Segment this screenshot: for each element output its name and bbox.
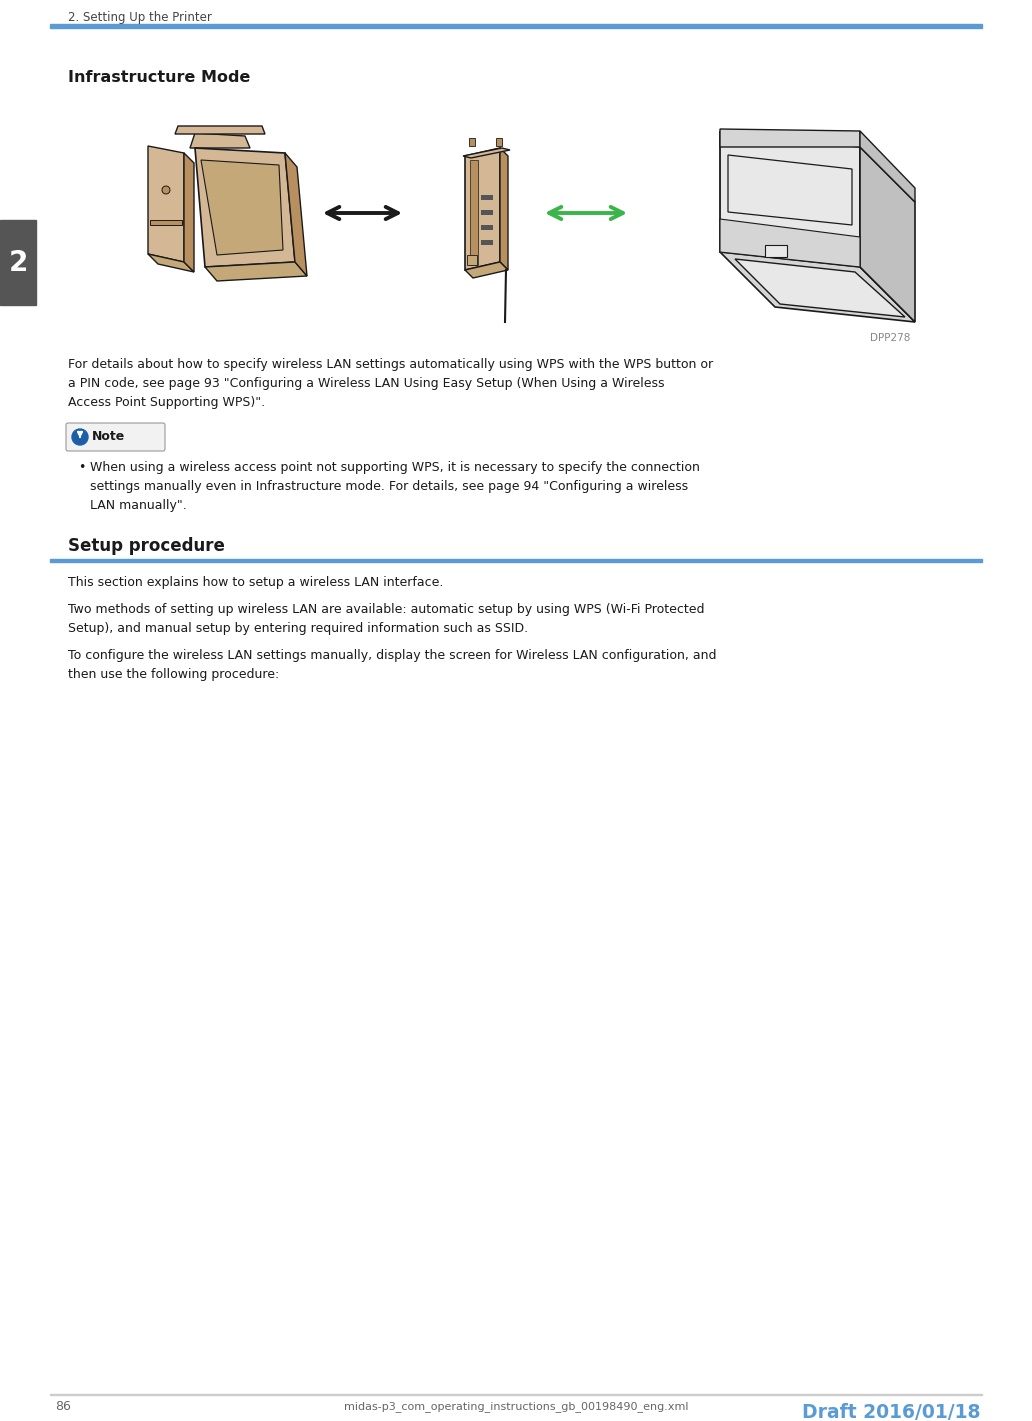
Polygon shape xyxy=(285,153,307,276)
Polygon shape xyxy=(728,155,852,225)
Polygon shape xyxy=(465,148,499,270)
FancyBboxPatch shape xyxy=(66,423,165,450)
Text: settings manually even in Infrastructure mode. For details, see page 94 "Configu: settings manually even in Infrastructure… xyxy=(90,480,688,493)
Polygon shape xyxy=(205,261,307,281)
Polygon shape xyxy=(175,126,265,134)
Polygon shape xyxy=(195,148,295,267)
Text: a PIN code, see page 93 "Configuring a Wireless LAN Using Easy Setup (When Using: a PIN code, see page 93 "Configuring a W… xyxy=(68,377,665,389)
Bar xyxy=(469,138,475,146)
Polygon shape xyxy=(720,129,860,146)
Bar xyxy=(765,244,787,257)
Polygon shape xyxy=(148,254,194,271)
Bar xyxy=(481,240,493,244)
Bar xyxy=(50,558,982,561)
Text: When using a wireless access point not supporting WPS, it is necessary to specif: When using a wireless access point not s… xyxy=(90,460,700,475)
Bar xyxy=(496,138,502,146)
Text: Setup), and manual setup by entering required information such as SSID.: Setup), and manual setup by entering req… xyxy=(68,622,528,635)
Polygon shape xyxy=(463,148,510,158)
Polygon shape xyxy=(190,134,250,148)
Text: To configure the wireless LAN settings manually, display the screen for Wireless: To configure the wireless LAN settings m… xyxy=(68,649,716,662)
Polygon shape xyxy=(148,146,184,261)
Text: 86: 86 xyxy=(55,1401,71,1414)
Polygon shape xyxy=(465,261,508,279)
Text: then use the following procedure:: then use the following procedure: xyxy=(68,668,280,681)
Polygon shape xyxy=(860,146,915,323)
Bar xyxy=(0,220,36,306)
Polygon shape xyxy=(184,153,194,271)
Text: This section explains how to setup a wireless LAN interface.: This section explains how to setup a wir… xyxy=(68,576,444,588)
Text: Two methods of setting up wireless LAN are available: automatic setup by using W: Two methods of setting up wireless LAN a… xyxy=(68,603,705,615)
Polygon shape xyxy=(720,132,860,267)
Text: 2: 2 xyxy=(8,249,28,277)
Circle shape xyxy=(72,429,88,445)
Polygon shape xyxy=(720,252,915,323)
Text: Note: Note xyxy=(92,431,125,443)
Bar xyxy=(481,225,493,230)
Circle shape xyxy=(162,186,170,195)
Text: •: • xyxy=(78,460,86,475)
Bar xyxy=(150,220,182,225)
Text: For details about how to specify wireless LAN settings automatically using WPS w: For details about how to specify wireles… xyxy=(68,358,713,371)
Bar xyxy=(481,210,493,215)
Text: midas-p3_com_operating_instructions_gb_00198490_eng.xml: midas-p3_com_operating_instructions_gb_0… xyxy=(344,1401,688,1412)
Text: DPP278: DPP278 xyxy=(870,333,910,342)
Text: Infrastructure Mode: Infrastructure Mode xyxy=(68,71,251,85)
Polygon shape xyxy=(499,148,508,270)
Polygon shape xyxy=(860,131,915,202)
Text: LAN manually".: LAN manually". xyxy=(90,499,187,512)
Polygon shape xyxy=(735,259,905,317)
Bar xyxy=(50,24,982,28)
Text: Draft 2016/01/18: Draft 2016/01/18 xyxy=(802,1404,980,1421)
Bar xyxy=(467,254,477,264)
Bar xyxy=(481,195,493,200)
Polygon shape xyxy=(201,161,283,254)
Polygon shape xyxy=(720,219,860,267)
Text: Access Point Supporting WPS)".: Access Point Supporting WPS)". xyxy=(68,396,265,409)
Text: 2. Setting Up the Printer: 2. Setting Up the Printer xyxy=(68,11,212,24)
Bar xyxy=(470,161,478,264)
Text: Setup procedure: Setup procedure xyxy=(68,537,225,556)
